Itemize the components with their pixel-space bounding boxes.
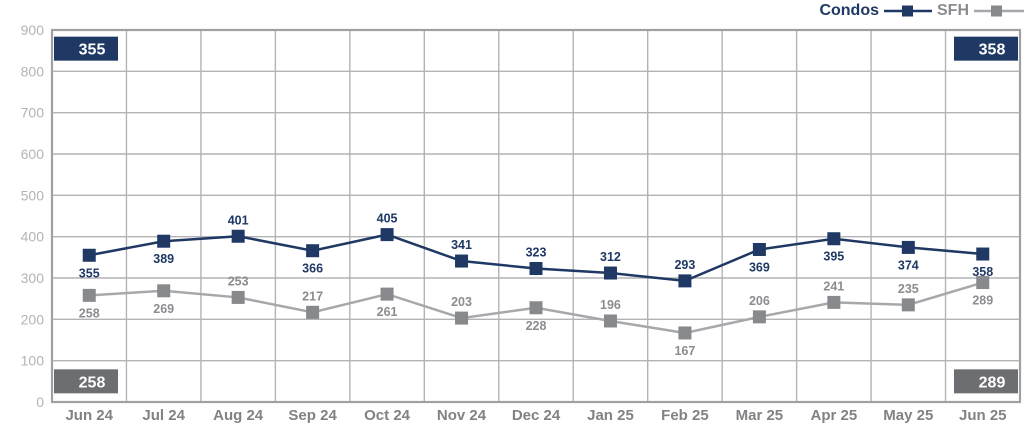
sfh-marker (157, 284, 171, 298)
condos-marker (827, 232, 841, 246)
condos-marker (678, 274, 692, 288)
condos-value-label: 395 (823, 250, 844, 264)
condos-marker (306, 244, 320, 258)
condos-marker (529, 261, 543, 275)
x-axis-label: Jan 25 (587, 407, 634, 424)
sfh-value-label: 269 (153, 302, 174, 316)
y-axis-tick: 700 (21, 105, 45, 121)
sfh-marker (976, 276, 990, 290)
y-axis-tick: 900 (21, 22, 45, 38)
legend-label-sfh: SFH (937, 2, 969, 19)
sfh-value-label: 253 (228, 274, 249, 288)
condos-value-label: 405 (377, 212, 398, 226)
x-axis-label: Nov 24 (437, 407, 487, 424)
sfh-marker (380, 287, 394, 301)
sfh-marker (82, 288, 96, 302)
sfh-value-label: 241 (823, 279, 844, 293)
condos-marker (455, 254, 469, 268)
x-axis-label: May 25 (883, 407, 933, 424)
condos-value-label: 312 (600, 250, 621, 264)
y-axis-tick: 800 (21, 63, 45, 79)
sfh-value-label: 167 (674, 344, 695, 358)
x-axis-label: Oct 24 (364, 407, 411, 424)
sfh-start-badge (54, 369, 118, 394)
legend-label-condos: Condos (819, 2, 879, 19)
condos-value-label: 401 (228, 213, 249, 227)
condos-marker (82, 248, 96, 262)
condos-end-badge-value: 358 (979, 42, 1006, 59)
x-axis-label: Feb 25 (661, 407, 709, 424)
condos-value-label: 358 (972, 265, 993, 279)
condos-marker (380, 228, 394, 242)
condos-marker (901, 240, 915, 254)
plot-border (50, 28, 1022, 404)
sfh-marker (231, 290, 245, 304)
condos-value-label: 355 (79, 266, 100, 280)
sfh-value-label: 196 (600, 298, 621, 312)
y-axis-tick: 600 (21, 146, 45, 162)
x-axis-label: Jun 24 (65, 407, 113, 424)
sfh-value-label: 228 (526, 319, 547, 333)
sfh-start-badge-value: 258 (79, 374, 106, 391)
x-axis-label: Jun 25 (959, 407, 1007, 424)
condos-value-label: 366 (302, 262, 323, 276)
sfh-value-label: 289 (972, 294, 993, 308)
x-axis-label: Sep 24 (288, 407, 337, 424)
sfh-value-label: 235 (898, 282, 919, 296)
condos-start-badge (54, 36, 118, 61)
condos-marker (231, 229, 245, 243)
y-axis-tick: 400 (21, 229, 45, 245)
sfh-marker (752, 310, 766, 324)
sfh-marker (603, 314, 617, 328)
y-axis-tick: 500 (21, 187, 45, 203)
x-axis-label: Jul 24 (142, 407, 185, 424)
condos-marker (752, 242, 766, 256)
legend-marker-condos-icon (884, 5, 932, 17)
sfh-marker (529, 301, 543, 315)
chart-legend: Condos SFH (819, 3, 1024, 19)
condos-value-label: 293 (674, 258, 695, 272)
y-axis-tick: 100 (21, 353, 45, 369)
condos-end-badge (954, 36, 1018, 61)
condos-start-badge-value: 355 (79, 42, 106, 59)
sfh-value-label: 203 (451, 295, 472, 309)
condos-marker (157, 234, 171, 248)
condos-marker (603, 266, 617, 280)
sfh-marker (678, 326, 692, 340)
x-axis-label: Dec 24 (512, 407, 561, 424)
x-axis-label: Aug 24 (213, 407, 264, 424)
x-axis-label: Mar 25 (736, 407, 784, 424)
y-axis-tick: 200 (21, 311, 45, 327)
condos-value-label: 374 (898, 258, 919, 272)
x-axis-label: Apr 25 (811, 407, 858, 424)
sfh-value-label: 258 (79, 306, 100, 320)
condos-value-label: 323 (526, 245, 547, 259)
y-axis-tick: 300 (21, 270, 45, 286)
sfh-end-badge-value: 289 (979, 374, 1006, 391)
condos-marker (976, 247, 990, 261)
condos-value-label: 341 (451, 238, 472, 252)
sfh-value-label: 261 (377, 305, 398, 319)
sfh-marker (901, 298, 915, 312)
sfh-end-badge (954, 369, 1018, 394)
sfh-value-label: 206 (749, 294, 770, 308)
sfh-value-label: 217 (302, 289, 323, 303)
legend-marker-sfh-icon (974, 5, 1024, 17)
condos-value-label: 389 (153, 252, 174, 266)
sfh-marker (306, 305, 320, 319)
y-axis-tick: 0 (36, 394, 44, 410)
sfh-marker (827, 295, 841, 309)
condos-value-label: 369 (749, 260, 770, 274)
sfh-marker (455, 311, 469, 325)
